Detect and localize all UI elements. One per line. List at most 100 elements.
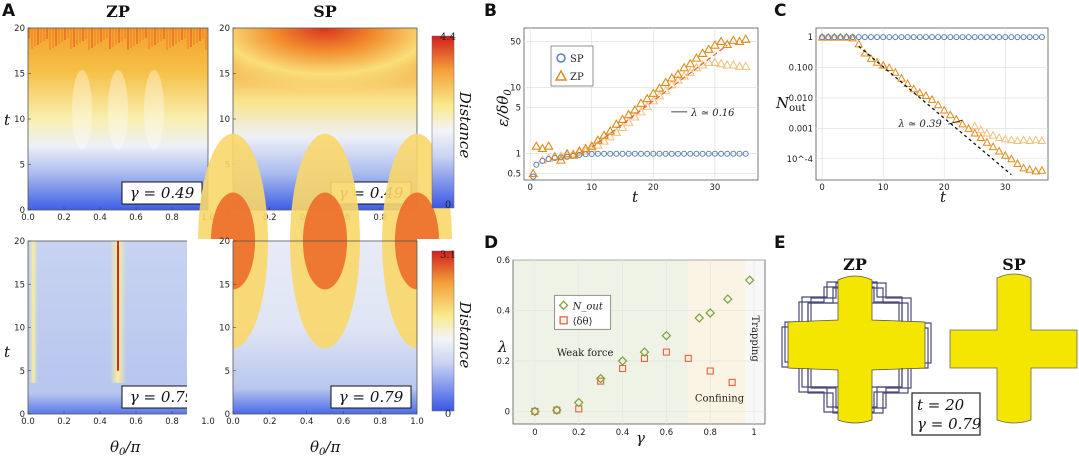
nout-point: [617, 356, 628, 366]
legend-delta-marker: [559, 316, 568, 325]
sp-point: [965, 34, 972, 41]
zp-ensemble-point: [605, 131, 616, 141]
sp-point: [736, 150, 743, 157]
colorbar-min-top: 0: [445, 200, 451, 211]
sp-point: [959, 34, 966, 41]
zp-point: [897, 73, 906, 82]
x-tick-label: 1.0: [201, 417, 215, 427]
heatmap-streak: [46, 28, 48, 39]
sp-point: [831, 34, 838, 41]
sp-point: [718, 150, 725, 157]
sp-point: [1014, 34, 1021, 41]
heatmap-streak: [52, 28, 54, 48]
legend: N_out ⟨δθ⟩: [554, 294, 612, 330]
mask: [187, 239, 233, 416]
nout-series: [530, 275, 755, 417]
panel-label-b: B: [484, 1, 497, 21]
heatmap-streak: [85, 28, 87, 39]
sp-point: [819, 34, 826, 41]
heatmap-streak: [193, 28, 195, 45]
y-tick-label: 0.4: [496, 306, 510, 316]
zp-point: [531, 141, 542, 150]
zp-ensemble-point: [1031, 135, 1041, 144]
heatmap-streak: [67, 28, 69, 38]
delta-theta-point: [662, 348, 670, 356]
sp-point: [935, 34, 942, 41]
heatmap-streak: [37, 28, 39, 45]
zp-point: [970, 128, 980, 137]
zp-ensemble-point: [982, 128, 992, 137]
y-tick-label: 5: [20, 161, 25, 171]
sp-point: [539, 157, 546, 164]
panel-label-d: D: [484, 233, 498, 253]
sp-point: [892, 34, 899, 41]
x-tick-label: 0.4: [300, 417, 314, 427]
zp-ensemble-point: [722, 60, 733, 69]
c-xlabel: t: [940, 188, 947, 206]
heatmap-streak: [64, 28, 66, 40]
zp-point: [648, 88, 659, 97]
legend: SP ZP: [550, 45, 594, 87]
heatmap-streak: [130, 28, 132, 48]
plot-d: 0 0.2 0.4 0.6 0.8 1 0 0.2 0.4 0.6 Weak force Confin…: [496, 256, 766, 438]
sp-point: [996, 34, 1003, 41]
zp-point: [927, 94, 937, 103]
y-tick-label: 1: [808, 33, 813, 43]
sp-point: [867, 34, 874, 41]
sp-point: [687, 150, 694, 157]
heatmap-streak: [202, 28, 204, 39]
sp-point: [898, 34, 905, 41]
zp-point: [617, 114, 628, 124]
sp-point: [724, 150, 731, 157]
b-xlabel: t: [632, 188, 639, 206]
heatmap-streak: [190, 28, 192, 47]
plot-frame: [815, 27, 1049, 181]
heatmap-sp2: 0.0 0.2 0.4 0.6 0.8 1.0 0 5 10 15 20 γ = 0.79: [187, 133, 463, 427]
zp-point: [636, 98, 646, 107]
zp-point: [549, 151, 560, 161]
sp-point: [1008, 34, 1015, 41]
zp-ensemble-point: [654, 90, 665, 100]
x-tick-label: 1: [751, 428, 756, 438]
y-tick-label: 20: [219, 24, 230, 34]
heatmap-streak: [55, 28, 57, 46]
heatmap-streak: [43, 28, 45, 41]
zp-ensemble-point: [666, 79, 677, 89]
zp-point: [722, 39, 733, 49]
heatmap-streak: [157, 28, 159, 43]
y-tick-label: 20: [14, 24, 25, 34]
legend-zp-label: ZP: [570, 72, 584, 83]
heatmap-streak: [175, 28, 177, 44]
zp-point: [611, 119, 622, 128]
colorbar-bottom: [431, 250, 455, 412]
sp-point: [613, 150, 620, 157]
sp-point: [977, 34, 984, 41]
sp-point: [699, 150, 706, 157]
heatmap-streak: [154, 28, 156, 45]
heatmap-streak: [88, 28, 90, 50]
x-tick-label: 0.2: [263, 417, 277, 427]
nout-point: [744, 275, 755, 286]
heatmap-streak: [133, 28, 135, 46]
zp-point: [703, 44, 714, 53]
y-tick-label: 0.001: [789, 124, 813, 134]
sp-point: [1002, 34, 1009, 41]
sp-point: [929, 34, 935, 41]
y-tick-label: 15: [219, 70, 230, 80]
y-tick-label: 20: [14, 237, 25, 247]
zp-point: [1037, 165, 1047, 174]
x-tick-label: 0: [527, 183, 532, 193]
colorbar-top: [431, 35, 455, 209]
zp-point: [672, 69, 683, 78]
zp-point: [958, 119, 967, 128]
sp-point: [662, 150, 669, 157]
zp-point: [555, 155, 566, 164]
plot-b: 0 10 20 30 0.5 1 5 10 50 λ ≃ 0.16 SP ZP: [507, 27, 759, 193]
x-tick-label: 0: [532, 428, 537, 438]
x-tick-label: 10: [586, 183, 597, 193]
zp-ensemble-point: [648, 95, 659, 105]
title-zp: ZP: [106, 2, 130, 21]
sp-point: [594, 150, 601, 157]
annotation-label: λ ≃ 0.16: [690, 108, 735, 119]
